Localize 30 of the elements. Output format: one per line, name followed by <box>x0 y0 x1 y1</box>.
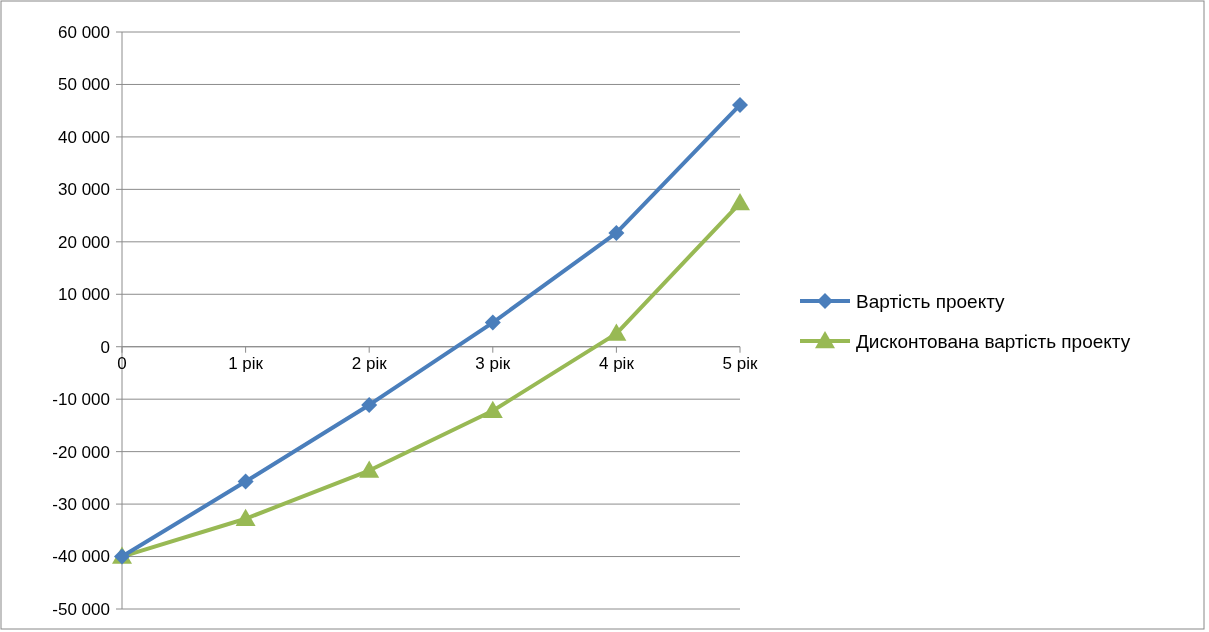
y-tick-label: 10 000 <box>58 285 110 305</box>
x-tick-label: 2 рік <box>351 353 388 373</box>
legend-label: Вартість проекту <box>856 290 1006 312</box>
y-tick-label: -50 000 <box>52 599 110 619</box>
point <box>237 473 254 490</box>
x-tick-label: 0 <box>117 353 127 373</box>
x-tick-label: 4 рік <box>598 353 635 373</box>
y-tick-label: -40 000 <box>52 547 110 567</box>
y-tick-label: 0 <box>100 337 110 357</box>
point <box>484 314 501 331</box>
x-tick-label: 5 рік <box>722 353 758 373</box>
y-tick-label: -10 000 <box>52 390 110 410</box>
y-tick-label: 20 000 <box>58 232 110 252</box>
point <box>235 508 256 526</box>
legend-label: Дисконтована вартість проекту <box>856 330 1131 352</box>
point <box>608 224 625 241</box>
y-tick-label: -30 000 <box>52 495 110 515</box>
y-tick-label: 30 000 <box>58 180 110 200</box>
y-tick-label: -20 000 <box>52 442 110 462</box>
point <box>361 396 378 413</box>
y-tick-label: 50 000 <box>58 75 110 95</box>
point <box>482 400 503 418</box>
point <box>730 193 750 211</box>
x-tick-label: 3 рік <box>475 353 511 373</box>
point <box>732 96 748 113</box>
x-tick-label: 1 рік <box>228 353 264 373</box>
y-tick-label: 40 000 <box>58 127 110 147</box>
y-tick-label: 60 000 <box>58 22 110 42</box>
point <box>359 460 380 478</box>
point <box>606 323 627 341</box>
